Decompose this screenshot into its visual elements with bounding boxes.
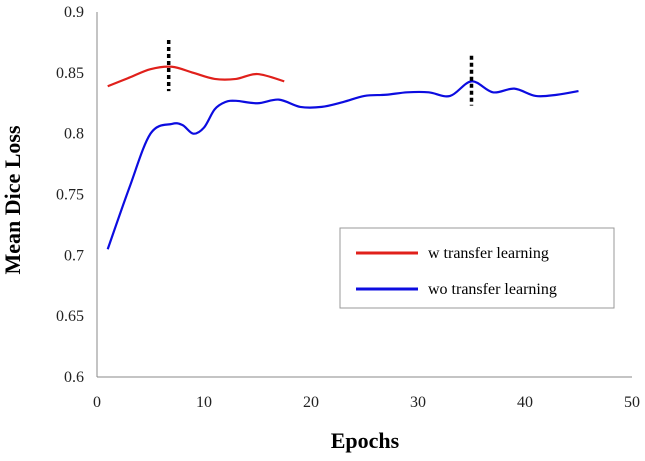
y-axis-title: Mean Dice Loss xyxy=(0,125,25,275)
x-axis-title: Epochs xyxy=(331,428,400,453)
series-line-w-transfer xyxy=(107,65,285,88)
x-tick-label: 20 xyxy=(303,394,319,411)
y-tick-label: 0.85 xyxy=(56,65,84,82)
x-tick-label: 50 xyxy=(624,394,640,411)
x-tick-label: 0 xyxy=(93,394,101,411)
legend: w transfer learning wo transfer learning xyxy=(339,227,615,309)
y-tick-label: 0.7 xyxy=(64,247,84,264)
y-tick-label: 0.9 xyxy=(64,4,84,21)
x-tick-label: 30 xyxy=(410,394,426,411)
legend-box xyxy=(339,227,615,309)
y-tick-labels: 0.6 0.65 0.7 0.75 0.8 0.85 0.9 xyxy=(56,4,84,386)
x-tick-label: 40 xyxy=(517,394,533,411)
y-tick-label: 0.75 xyxy=(56,187,84,204)
series-line-wo-transfer xyxy=(106,80,579,250)
legend-label-wo-transfer: wo transfer learning xyxy=(428,281,557,298)
y-tick-label: 0.6 xyxy=(64,369,84,386)
x-tick-labels: 0 10 20 30 40 50 xyxy=(93,394,640,411)
x-tick-label: 10 xyxy=(196,394,212,411)
y-tick-label: 0.8 xyxy=(64,126,84,143)
legend-label-w-transfer: w transfer learning xyxy=(428,245,549,262)
series-layer xyxy=(106,65,579,250)
epoch-markers xyxy=(166,39,474,106)
y-tick-label: 0.65 xyxy=(56,308,84,325)
